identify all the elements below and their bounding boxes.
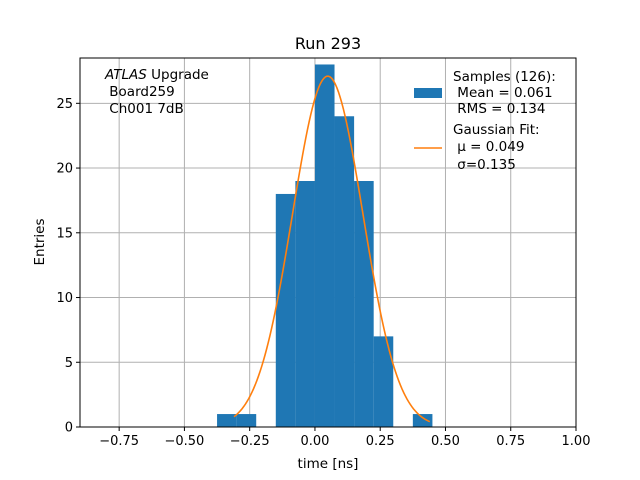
histogram-bar xyxy=(334,116,355,428)
x-tick-label: 0.75 xyxy=(496,434,525,449)
y-axis-ticks: 0 5 10 15 20 25 xyxy=(56,97,80,436)
y-tick-label: 0 xyxy=(65,421,73,436)
chart-title: Run 293 xyxy=(295,34,361,53)
annotation-line-1: ATLAS Upgrade xyxy=(104,67,209,83)
histogram-bar xyxy=(314,64,335,427)
histogram-bar xyxy=(412,414,433,427)
y-tick-label: 15 xyxy=(56,226,73,241)
annotation-line-2: Board259 xyxy=(105,84,175,100)
atlas-annotation: ATLAS Upgrade Board259 Ch001 7dB xyxy=(104,67,209,117)
x-axis-ticks: −0.75 −0.50 −0.25 0.00 0.25 0.50 0.75 1.00 xyxy=(99,427,590,449)
legend-samples-line-2: Mean = 0.061 xyxy=(453,85,553,101)
legend-fit-line-2: μ = 0.049 xyxy=(453,139,524,155)
histogram-bar xyxy=(373,336,394,427)
y-axis-label: Entries xyxy=(32,218,48,265)
x-tick-label: −0.25 xyxy=(230,434,270,449)
y-tick-label: 20 xyxy=(56,162,73,177)
legend-samples-swatch xyxy=(414,88,442,98)
x-axis-label: time [ns] xyxy=(298,456,359,472)
legend-fit-line-3: σ=0.135 xyxy=(453,157,516,173)
x-tick-label: 0.50 xyxy=(431,434,460,449)
x-tick-label: −0.75 xyxy=(99,434,139,449)
legend: Samples (126): Mean = 0.061 RMS = 0.134 … xyxy=(414,69,556,173)
histogram-bars xyxy=(217,64,433,428)
gaussian-fit-curve xyxy=(233,75,431,423)
y-tick-label: 5 xyxy=(65,356,73,371)
histogram-bar xyxy=(354,181,374,427)
x-tick-label: 1.00 xyxy=(562,434,591,449)
annotation-atlas: ATLAS xyxy=(104,67,147,83)
legend-samples-line-1: Samples (126): xyxy=(453,69,556,85)
histogram-bar xyxy=(236,414,257,427)
x-tick-label: 0.25 xyxy=(366,434,395,449)
annotation-line-3: Ch001 7dB xyxy=(105,101,184,117)
x-tick-label: 0.00 xyxy=(300,434,329,449)
x-tick-label: −0.50 xyxy=(164,434,204,449)
annotation-upgrade: Upgrade xyxy=(147,67,209,83)
histogram-bar xyxy=(275,193,296,427)
legend-fit-line-1: Gaussian Fit: xyxy=(453,122,540,138)
plot-frame xyxy=(79,57,577,428)
legend-samples-line-3: RMS = 0.134 xyxy=(453,101,545,117)
histogram-bar xyxy=(295,181,315,427)
histogram-bar xyxy=(217,414,237,427)
y-tick-label: 10 xyxy=(56,291,73,306)
y-tick-label: 25 xyxy=(56,97,73,112)
